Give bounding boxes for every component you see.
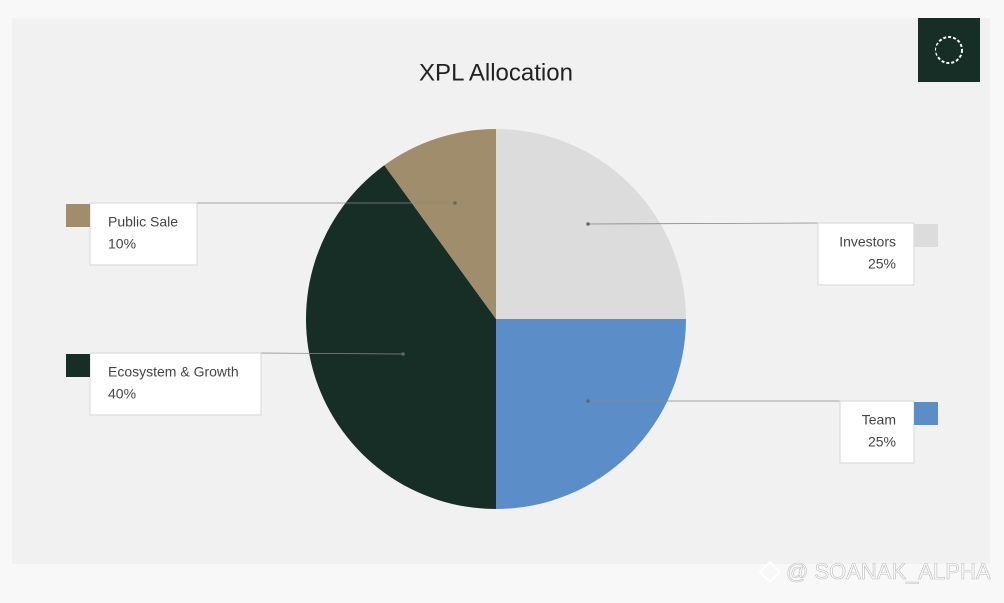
pie-slice (306, 165, 496, 509)
leader-line (587, 222, 819, 225)
value-label: 25% (868, 434, 896, 450)
pie-slice (384, 129, 496, 319)
chart-title: XPL Allocation (419, 59, 573, 86)
legend-label: Ecosystem & Growth (108, 364, 239, 380)
legend-box (817, 222, 915, 286)
logo (918, 18, 980, 82)
value-label: 40% (108, 386, 136, 402)
legend-label: Team (862, 412, 896, 428)
legend-swatch (66, 204, 90, 227)
legend-label: Public Sale (108, 214, 178, 230)
legend-box (89, 202, 198, 266)
leader-dot (586, 222, 590, 226)
value-label: 10% (108, 236, 136, 252)
legend-box (839, 400, 915, 464)
leader-dot (586, 399, 590, 403)
legend-label: Investors (839, 234, 896, 250)
leader-line (260, 352, 404, 355)
watermark-text: @ SOANAK_ALPHA (786, 559, 991, 584)
legend-swatch (914, 224, 938, 247)
watermark: @ SOANAK_ALPHA (758, 559, 991, 584)
legend-swatch (66, 354, 90, 377)
pie-slice (496, 319, 686, 509)
leader-dot (453, 201, 457, 205)
value-label: 25% (868, 256, 896, 272)
legend-swatch (914, 402, 938, 425)
legend-box (89, 352, 262, 416)
leader-dot (401, 352, 405, 356)
